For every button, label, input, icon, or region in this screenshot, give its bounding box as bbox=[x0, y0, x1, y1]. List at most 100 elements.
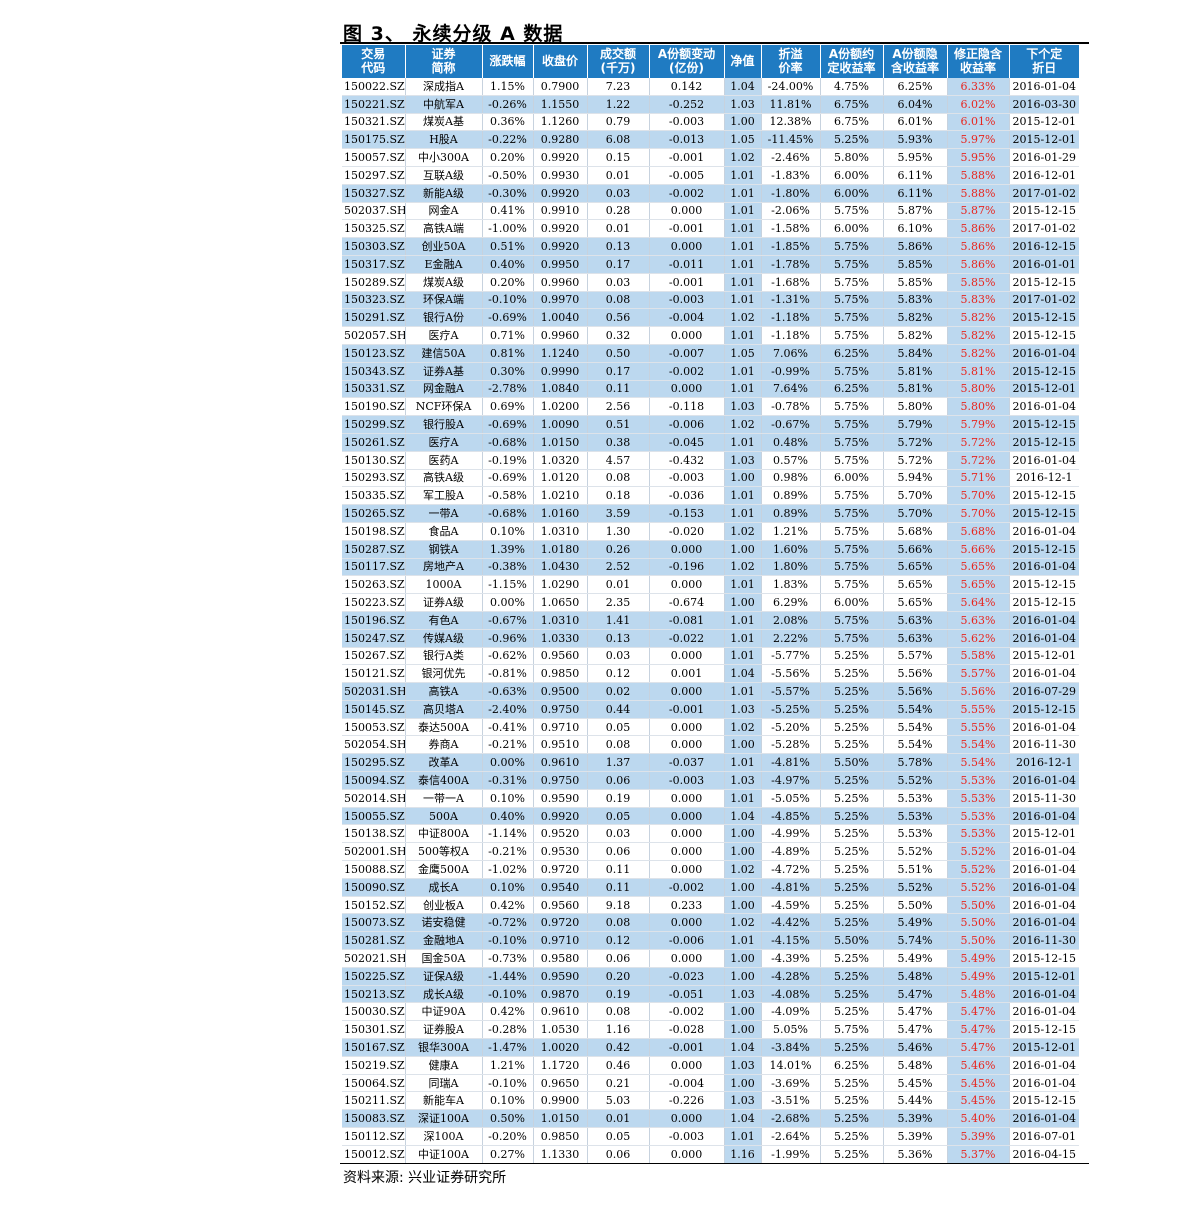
table-cell: -0.31% bbox=[482, 771, 534, 790]
table-body: 150022.SZ 深成指A 1.15% 0.7900 7.23 0.142 1.04 -24… bbox=[342, 78, 1079, 1164]
table-cell: -0.022 bbox=[649, 629, 725, 648]
table-cell: 2016-01-04 bbox=[1009, 913, 1079, 933]
table-cell: 2016-01-04 bbox=[1009, 1074, 1079, 1093]
table-cell: 2016-01-04 bbox=[1009, 771, 1079, 790]
table-cell: 0.08 bbox=[587, 913, 650, 933]
table-cell: 2016-03-30 bbox=[1009, 95, 1079, 114]
table-cell: 2016-01-04 bbox=[1009, 664, 1079, 684]
table-cell: 0.000 bbox=[649, 807, 725, 826]
table-cell: 1.22 bbox=[587, 95, 650, 114]
table-cell: 银行股A bbox=[405, 415, 483, 434]
column-header: A份额隐 含收益率 bbox=[883, 45, 948, 78]
table-cell: 5.75% bbox=[820, 433, 884, 452]
table-cell: 1.0310 bbox=[533, 611, 588, 630]
table-cell: 0.001 bbox=[649, 664, 725, 684]
table-cell: 0.000 bbox=[649, 1056, 725, 1075]
table-cell: 1.01 bbox=[724, 219, 762, 239]
table-cell: 0.9930 bbox=[533, 166, 588, 185]
table-row: 150053.SZ 泰达500A -0.41% 0.9710 0.05 0.000 1.02… bbox=[342, 718, 1079, 737]
table-cell: 502037.SH bbox=[342, 202, 406, 221]
table-cell: 1.0330 bbox=[533, 629, 588, 648]
table-cell: 0.12 bbox=[587, 931, 650, 951]
table-cell: 2016-01-04 bbox=[1009, 78, 1079, 96]
table-cell: 高铁A端 bbox=[405, 219, 483, 239]
table-row: 150261.SZ 医疗A -0.68% 1.0150 0.38 -0.045 1.01 0.… bbox=[342, 433, 1079, 452]
table-cell: 0.9900 bbox=[533, 1091, 588, 1111]
table-cell: 0.05 bbox=[587, 1127, 650, 1146]
table-row: 150073.SZ 诺安稳健 -0.72% 0.9720 0.08 0.000 1.02 -4… bbox=[342, 913, 1079, 933]
table-cell: 1.0310 bbox=[533, 522, 588, 541]
table-cell: 2.22% bbox=[761, 629, 821, 648]
table-cell: 5.74% bbox=[883, 931, 948, 951]
table-cell: 0.20% bbox=[482, 148, 534, 167]
table-cell: 5.75% bbox=[820, 397, 884, 417]
table-cell: -0.118 bbox=[649, 397, 725, 417]
table-cell: -0.003 bbox=[649, 113, 725, 132]
table-cell: 5.86% bbox=[947, 237, 1010, 256]
table-cell: 150073.SZ bbox=[342, 913, 406, 933]
table-cell: 5.50% bbox=[820, 753, 884, 773]
table-cell: 1.15% bbox=[482, 78, 534, 96]
table-cell: 6.00% bbox=[820, 593, 884, 612]
table-cell: 0.36% bbox=[482, 113, 534, 132]
table-cell: -4.81% bbox=[761, 878, 821, 897]
table-cell: 5.03 bbox=[587, 1091, 650, 1111]
table-cell: 0.12 bbox=[587, 664, 650, 684]
table-cell: 2016-01-04 bbox=[1009, 842, 1079, 862]
table-row: 150327.SZ 新能A级 -0.30% 0.9920 0.03 -0.002 1.01-… bbox=[342, 184, 1079, 203]
table-cell: -0.003 bbox=[649, 291, 725, 310]
table-cell: 150219.SZ bbox=[342, 1056, 406, 1075]
table-cell: 1.16 bbox=[724, 1145, 762, 1164]
table-row: 502001.SH 500等权A -0.21% 0.9530 0.06 0.000 1.00… bbox=[342, 842, 1079, 862]
table-cell: 传媒A级 bbox=[405, 629, 483, 648]
table-cell: 5.70% bbox=[947, 486, 1010, 506]
table-cell: 5.53% bbox=[883, 789, 948, 808]
table-cell: 5.88% bbox=[947, 184, 1010, 203]
table-cell: 银华300A bbox=[405, 1038, 483, 1057]
table-cell: 1.0530 bbox=[533, 1020, 588, 1040]
table-cell: 1.03 bbox=[724, 1091, 762, 1111]
table-cell: -3.84% bbox=[761, 1038, 821, 1057]
table-cell: -24.00% bbox=[761, 78, 821, 96]
column-header: A份额约 定收益率 bbox=[820, 45, 884, 78]
table-cell: 创业50A bbox=[405, 237, 483, 256]
table-cell: 中证90A bbox=[405, 1002, 483, 1022]
table-cell: 0.000 bbox=[649, 860, 725, 879]
table-cell: 5.75% bbox=[820, 202, 884, 221]
table-cell: 5.25% bbox=[820, 807, 884, 826]
table-cell: 1.30 bbox=[587, 522, 650, 541]
table-cell: 0.02 bbox=[587, 682, 650, 701]
table-cell: -4.08% bbox=[761, 985, 821, 1004]
table-cell: 1.04 bbox=[724, 1109, 762, 1129]
table-cell: -0.68% bbox=[482, 504, 534, 523]
table-cell: 2016-07-29 bbox=[1009, 682, 1079, 701]
table-cell: 6.25% bbox=[820, 380, 884, 399]
table-cell: 0.01 bbox=[587, 1109, 650, 1129]
table-cell: 1.1260 bbox=[533, 113, 588, 132]
table-cell: 0.9710 bbox=[533, 718, 588, 737]
table-cell: 6.75% bbox=[820, 113, 884, 132]
table-cell: 0.57% bbox=[761, 451, 821, 470]
table-cell: 2015-12-15 bbox=[1009, 700, 1079, 719]
table-cell: 2.35 bbox=[587, 593, 650, 612]
table-cell: 0.10% bbox=[482, 789, 534, 808]
table-cell: 5.63% bbox=[883, 629, 948, 648]
table-cell: 5.86% bbox=[947, 219, 1010, 239]
table-cell: 2016-01-04 bbox=[1009, 397, 1079, 417]
table-cell: -2.46% bbox=[761, 148, 821, 167]
table-cell: 2016-01-04 bbox=[1009, 860, 1079, 879]
table-cell: 9.18 bbox=[587, 896, 650, 915]
table-cell: 0.30% bbox=[482, 362, 534, 381]
table-cell: 5.75% bbox=[820, 611, 884, 630]
table-cell: 0.000 bbox=[649, 380, 725, 399]
table-cell: 150055.SZ bbox=[342, 807, 406, 826]
table-cell: 5.53% bbox=[947, 789, 1010, 808]
table-cell: -5.77% bbox=[761, 647, 821, 666]
table-cell: 0.233 bbox=[649, 896, 725, 915]
table-cell: 2016-01-04 bbox=[1009, 1056, 1079, 1075]
table-cell: 1.04 bbox=[724, 1038, 762, 1057]
table-cell: 1.03 bbox=[724, 95, 762, 114]
table-cell: 0.08 bbox=[587, 735, 650, 755]
table-cell: 5.75% bbox=[820, 291, 884, 310]
table-cell: 深成指A bbox=[405, 78, 483, 96]
